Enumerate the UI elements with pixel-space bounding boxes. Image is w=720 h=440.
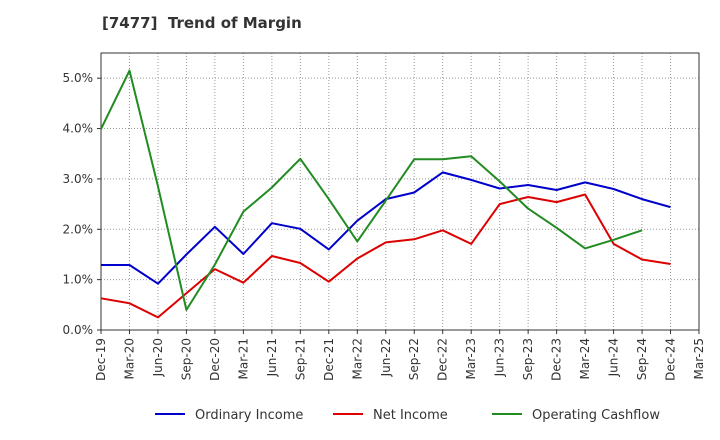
x-tick-label: Dec-21: [322, 338, 336, 381]
x-tick-label: Jun-21: [265, 338, 279, 377]
plot-frame: [100, 52, 700, 331]
x-tick-label: Sep-21: [293, 338, 307, 380]
x-tick-label: Mar-23: [464, 338, 478, 379]
series-layer: [100, 69, 671, 319]
axis-layer: 0.0% 1.0% 2.0% 3.0% 4.0% 5.0% Dec-19 Mar-20 Jun-…: [63, 52, 706, 381]
x-tick-label: Dec-20: [208, 338, 222, 381]
y-tick-label: 2.0%: [63, 222, 94, 236]
legend-label-ordinary-income: Ordinary Income: [195, 408, 303, 423]
legend: Ordinary Income Net Income Operating Cashf…: [155, 408, 660, 423]
x-tick-label: Mar-25: [692, 338, 706, 379]
x-tick-label: Mar-24: [578, 338, 592, 379]
series-line-ordinary-income: [101, 171, 671, 285]
x-tick-label: Jun-24: [607, 338, 621, 377]
legend-label-net-income: Net Income: [373, 408, 448, 423]
x-tick-label: Sep-22: [407, 338, 421, 380]
x-tick-label: Mar-22: [350, 338, 364, 379]
x-tick-label: Dec-19: [94, 338, 108, 381]
y-tick-label: 3.0%: [63, 172, 94, 186]
x-tick-label: Mar-20: [122, 338, 136, 379]
x-tick-label: Dec-23: [550, 338, 564, 381]
chart-title: [7477] Trend of Margin: [102, 14, 302, 32]
x-tick-label: Sep-23: [521, 338, 535, 380]
x-tick-label: Dec-22: [436, 338, 450, 381]
x-tick-label: Jun-23: [493, 338, 507, 377]
x-tick-label: Sep-24: [635, 338, 649, 380]
x-tick-label: Jun-22: [379, 338, 393, 377]
x-tick-label: Dec-24: [664, 338, 678, 381]
legend-label-operating-cashflow: Operating Cashflow: [532, 408, 660, 423]
y-tick-label: 1.0%: [63, 273, 94, 287]
series-line-net-income: [100, 193, 671, 319]
y-tick-label: 5.0%: [63, 71, 94, 85]
x-tick-label: Mar-21: [236, 338, 250, 379]
y-tick-label: 4.0%: [63, 122, 94, 136]
x-tick-label: Sep-20: [179, 338, 193, 380]
x-tick-label: Jun-20: [151, 338, 165, 377]
series-line-operating-cashflow: [100, 69, 643, 311]
y-tick-label: 0.0%: [63, 323, 94, 337]
